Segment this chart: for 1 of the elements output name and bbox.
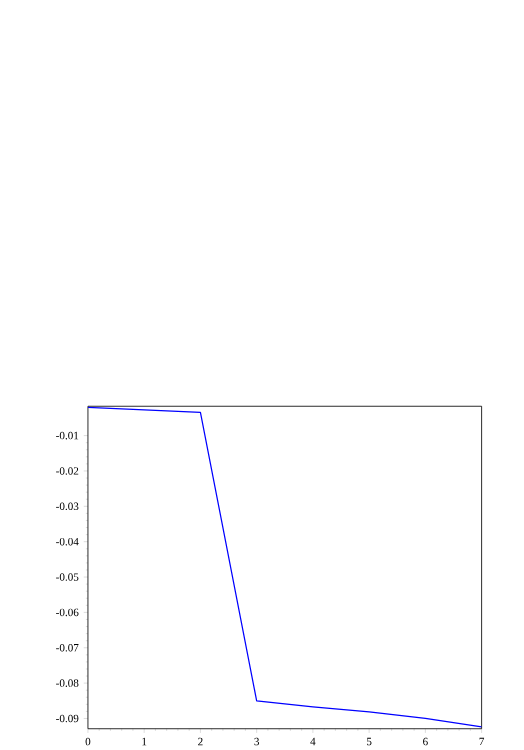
line-series xyxy=(88,406,482,728)
